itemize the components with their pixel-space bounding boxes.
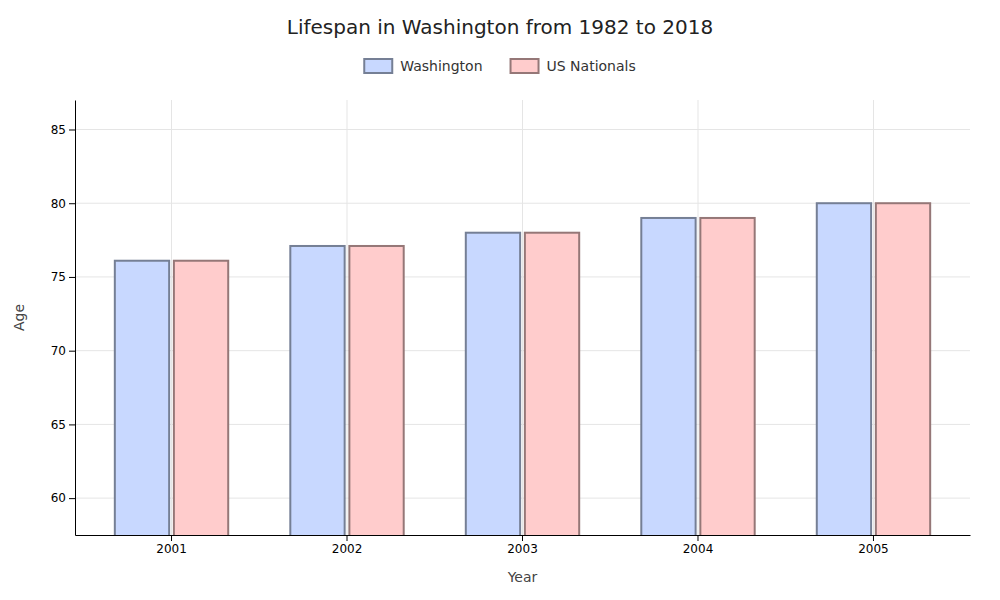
x-tick: 2003 [507,535,538,556]
x-axis-title: Year [507,569,538,585]
y-axis-title: Age [11,304,27,331]
y-tick: 70 [51,344,75,358]
bar [290,246,344,535]
grid-line [347,100,348,535]
legend-swatch [364,59,392,73]
y-tick-mark [69,203,75,204]
y-tick-label: 65 [51,418,66,432]
x-tick-label: 2005 [858,542,889,556]
legend-label: Washington [400,58,482,74]
y-tick-mark [69,498,75,499]
y-tick: 65 [51,418,75,432]
y-tick-mark [69,351,75,352]
y-tick-mark [69,424,75,425]
legend-swatch [511,59,539,73]
y-tick: 60 [51,491,75,505]
x-tick-label: 2004 [683,542,714,556]
chart: 2001 2002 2003 2004 2005 60 65 70 75 80 85 Lifespan… [0,0,1000,600]
bar [349,246,403,535]
y-tick-label: 80 [51,197,66,211]
bar [817,203,871,535]
legend: Washington US Nationals [364,58,636,74]
bar [115,261,169,535]
x-tick-label: 2003 [507,542,538,556]
bar [700,218,754,535]
y-axis-line [75,101,76,536]
y-tick: 75 [51,270,75,284]
bar-series [115,203,871,535]
y-tick: 85 [51,123,75,137]
x-tick-mark [697,535,698,541]
x-tick: 2005 [858,535,889,556]
y-tick-label: 75 [51,270,66,284]
y-tick-mark [69,129,75,130]
x-axis: 2001 2002 2003 2004 2005 [76,535,971,556]
y-tick-label: 60 [51,491,66,505]
x-tick-label: 2002 [332,542,363,556]
y-tick: 80 [51,197,75,211]
grid-line [171,100,172,535]
x-tick: 2002 [332,535,363,556]
x-tick-mark [522,535,523,541]
y-tick-label: 70 [51,344,66,358]
x-tick-mark [171,535,172,541]
y-tick-label: 85 [51,123,66,137]
legend-item: US Nationals [511,58,636,74]
x-tick: 2001 [156,535,187,556]
legend-item: Washington [364,58,482,74]
x-tick-mark [873,535,874,541]
plot-area [115,203,930,535]
grid-line [873,100,874,535]
legend-label: US Nationals [547,58,636,74]
bar [466,233,520,535]
y-axis: 60 65 70 75 80 85 [51,101,76,536]
bar-series [174,203,930,535]
bar [641,218,695,535]
bar [174,261,228,535]
x-tick-label: 2001 [156,542,187,556]
bar [876,203,930,535]
x-tick-mark [347,535,348,541]
x-tick: 2004 [683,535,714,556]
bar [525,233,579,535]
grid-line [522,100,523,535]
grid-line [697,100,698,535]
y-tick-mark [69,277,75,278]
title: Lifespan in Washington from 1982 to 2018 [287,15,713,39]
